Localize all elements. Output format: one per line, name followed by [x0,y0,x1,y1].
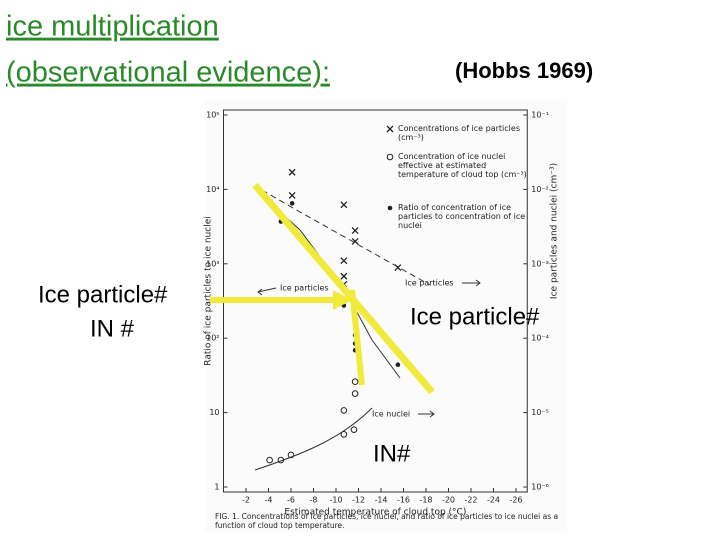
open-circle-marker [340,431,348,438]
annotation-arrow [418,410,435,418]
highlight-line [252,182,435,395]
x-tick-label: -26 [509,496,522,505]
open-circle-marker [386,153,394,161]
citation: (Hobbs 1969) [455,58,593,83]
fit-line [261,189,431,286]
cross-marker [288,168,296,176]
open-circle-marker [266,456,273,464]
legend-entry: Concentrations of ice particles (cm⁻³) [398,124,520,143]
figure-caption: FIG. 1. Concentrations of ice particles,… [215,513,559,530]
y2-axis-label: Ice particles and nuclei (cm⁻³) [550,163,560,299]
y2-tick-label: 10⁻¹ [531,111,549,120]
figure-annotation: Ice nuclei [372,410,410,419]
cross-marker [351,237,359,245]
title-line: ice multiplication [6,11,219,43]
fit-line [254,407,373,471]
y2-tick-label: 10⁻⁵ [531,408,549,417]
open-circle-marker [351,390,359,397]
y-tick-label: 10² [206,334,219,343]
y2-tick-label: 10⁻³ [531,259,549,268]
x-tick-label: -2 [242,496,250,505]
y-tick-label: 10 [209,408,219,417]
figure: -2 -4 -6 -8 -10 -12 -14 -16 -18 -20 -22 -24 -26 1 10 10… [204,109,560,530]
annotation-arrow [462,279,481,287]
figure-annotation: Ice particles [280,284,329,293]
legend-entry: Ratio of concentration of ice particles … [398,203,526,231]
title-line: (observational evidence): [6,57,330,89]
open-circle-marker [287,451,295,459]
cross-marker [386,125,394,133]
text-box: Ratio of concentration of ice particles … [398,203,526,231]
cross-marker [340,272,348,280]
figure-background [205,100,567,532]
x-tick-label: -22 [464,496,477,505]
x-tick-label: -14 [374,496,387,505]
annotation-arrow [257,287,277,296]
cross-marker [351,227,359,234]
annotation: IN# [373,440,411,467]
y-axis-label: Ratio of ice particles to ice nuclei [204,216,214,365]
open-circle-marker [351,378,359,386]
x-axis-label: Estimated temperature of cloud top (°C) [284,508,466,518]
cross-marker [340,257,348,265]
cross-marker [288,191,296,199]
text-box: FIG. 1. Concentrations of ice particles,… [215,513,559,530]
highlight-arrowhead [333,290,352,310]
x-tick-label: -8 [310,496,318,505]
open-circle-marker [340,407,348,414]
y-tick-label: 10⁴ [206,185,219,194]
text-box: Concentrations of ice particles (cm⁻³) [398,124,520,143]
dot-marker [289,201,295,206]
legend-entry: Concentration of ice nuclei effective at… [398,152,527,180]
text-box: Concentration of ice nuclei effective at… [398,152,527,180]
y2-tick-label: 10⁻² [531,185,549,194]
y2-tick-label: 10⁻⁶ [531,483,549,492]
open-circle-marker [350,426,358,433]
figure-annotation: Ice particles [405,279,454,288]
x-tick-label: -10 [329,496,342,505]
annotation: Ice particle# [410,303,540,330]
y2-tick-label: 10⁻⁴ [531,334,549,343]
x-tick-label: -20 [442,496,455,505]
y-tick-label: 1 [214,483,219,492]
x-tick-label: -12 [352,496,365,505]
dot-marker [387,205,393,211]
highlight-line [349,289,365,386]
x-tick-label: -24 [487,496,500,505]
cross-marker [340,201,348,209]
y-tick-label: 10³ [206,259,219,268]
x-tick-label: -4 [265,496,273,505]
x-tick-label: -18 [419,496,432,505]
x-tick-label: -16 [397,496,410,505]
y-tick-label: 10⁵ [206,111,219,120]
annotation: IN # [90,315,135,342]
annotation: Ice particle# [38,281,168,308]
x-tick-label: -6 [287,496,295,505]
dot-marker [395,362,401,368]
